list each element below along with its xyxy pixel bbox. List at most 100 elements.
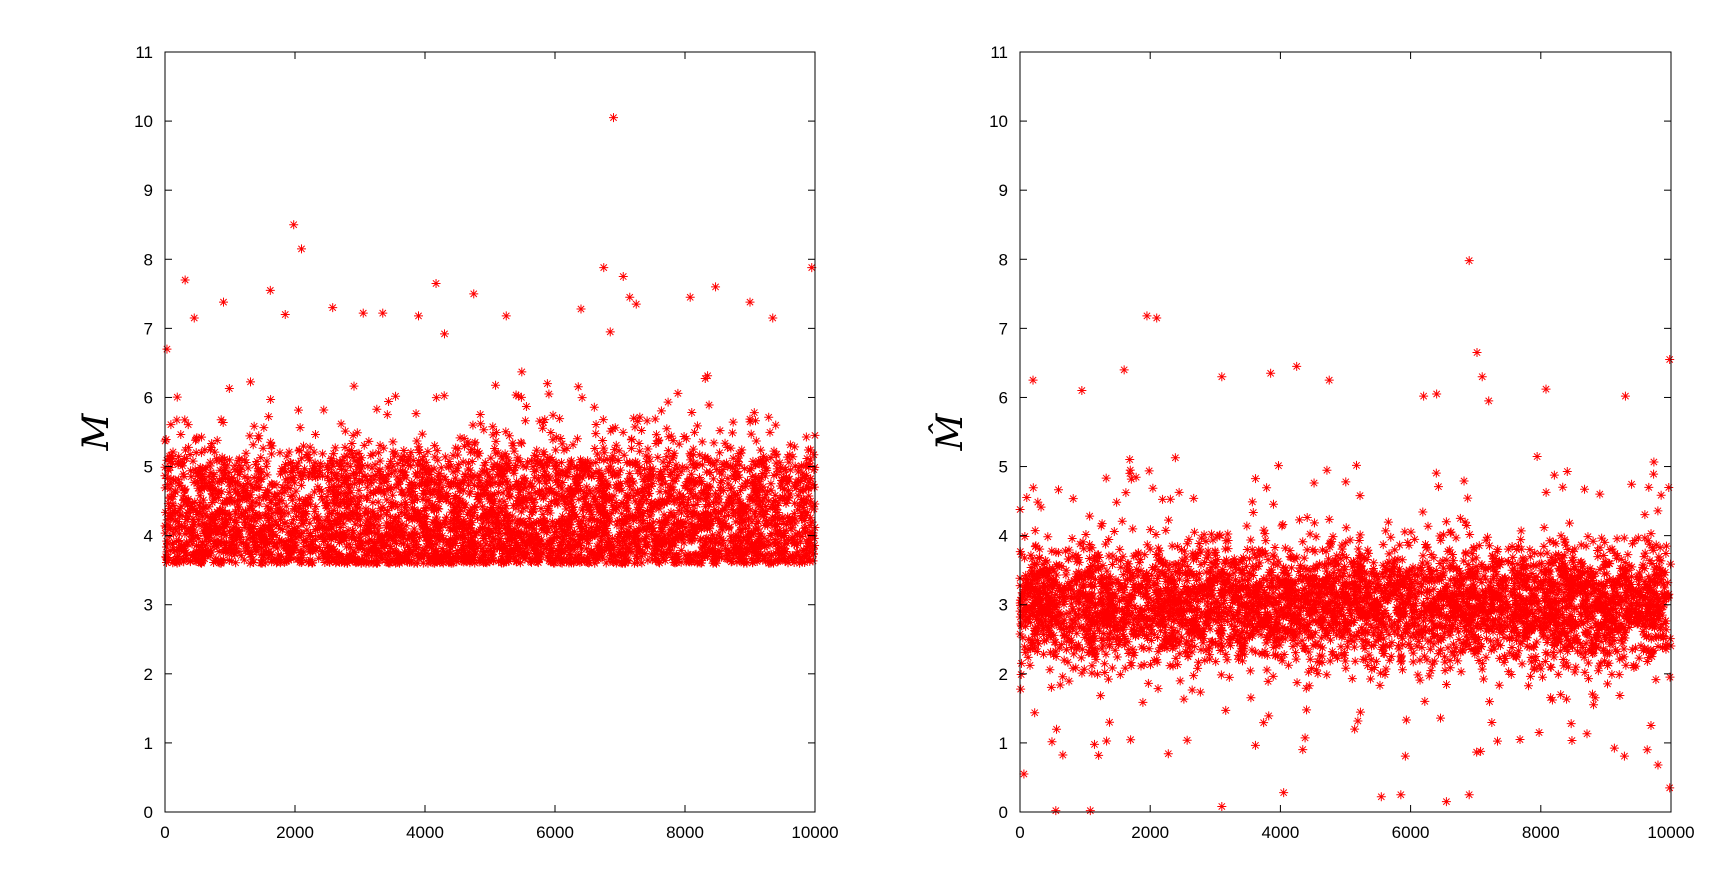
data-point (435, 535, 445, 545)
data-point (185, 526, 195, 536)
data-point (305, 493, 315, 503)
data-point (181, 498, 191, 508)
data-point (550, 498, 560, 508)
data-point (739, 507, 749, 517)
data-point (165, 462, 175, 472)
data-point (349, 527, 359, 537)
data-point (524, 488, 534, 498)
data-point (1167, 541, 1177, 551)
data-point (464, 489, 474, 499)
data-point (796, 476, 806, 486)
data-point (423, 447, 433, 457)
data-point (310, 458, 320, 468)
data-point (633, 466, 643, 476)
data-point (279, 464, 289, 474)
data-point (465, 558, 475, 568)
data-point (599, 448, 609, 458)
data-point (280, 459, 290, 469)
data-point (249, 483, 259, 493)
data-point (605, 327, 615, 337)
data-point (230, 484, 240, 494)
data-point (1112, 652, 1122, 662)
data-point (383, 469, 393, 479)
data-point (493, 509, 503, 519)
data-point (319, 405, 329, 415)
data-point (398, 467, 408, 477)
data-point (408, 487, 418, 497)
data-point (314, 542, 324, 552)
data-point (267, 441, 277, 451)
data-point (772, 538, 782, 548)
data-point (551, 489, 561, 499)
data-point (336, 419, 346, 429)
data-point (712, 456, 722, 466)
data-point (579, 466, 589, 476)
data-point (679, 502, 689, 512)
data-point (517, 517, 527, 527)
data-point (213, 477, 223, 487)
data-point (618, 272, 628, 282)
data-point (573, 382, 583, 392)
data-point (555, 414, 565, 424)
data-point (704, 400, 714, 410)
x-tick-label: 8000 (666, 823, 704, 842)
data-point (248, 554, 258, 564)
data-point (329, 449, 339, 459)
data-point (552, 532, 562, 542)
data-point (232, 495, 242, 505)
data-point (648, 517, 658, 527)
data-point (310, 430, 320, 440)
data-point (743, 545, 753, 555)
data-point (315, 462, 325, 472)
data-point (256, 466, 266, 476)
data-point (597, 536, 607, 546)
data-point (1459, 476, 1469, 486)
data-point (411, 545, 421, 555)
data-point (642, 457, 652, 467)
data-point (674, 500, 684, 510)
data-point (309, 461, 319, 471)
data-point (365, 523, 375, 533)
data-point (676, 498, 686, 508)
data-point (396, 487, 406, 497)
data-point (550, 522, 560, 532)
data-point (313, 472, 323, 482)
data-point (664, 494, 674, 504)
data-point (429, 526, 439, 536)
data-point (601, 512, 611, 522)
data-point (210, 521, 220, 531)
data-point (560, 471, 570, 481)
data-point (300, 464, 310, 474)
data-point (727, 428, 737, 438)
data-point (271, 558, 281, 568)
data-point (781, 547, 791, 557)
data-point (164, 532, 174, 542)
data-point (350, 456, 360, 466)
data-point (472, 491, 482, 501)
data-point (604, 466, 614, 476)
data-point (292, 528, 302, 538)
data-point (379, 443, 389, 453)
data-point (238, 538, 248, 548)
data-point (696, 534, 706, 544)
data-point (267, 535, 277, 545)
data-point (249, 421, 259, 431)
data-point (709, 438, 719, 448)
data-point (212, 454, 222, 464)
data-point (688, 501, 698, 511)
data-point (495, 536, 505, 546)
data-point (614, 502, 624, 512)
data-point (505, 484, 515, 494)
data-point (730, 475, 740, 485)
data-point (559, 548, 569, 558)
data-point (442, 488, 452, 498)
data-point (205, 461, 215, 471)
data-point (240, 455, 250, 465)
data-point (261, 540, 271, 550)
data-point (582, 558, 592, 568)
data-point (303, 499, 313, 509)
data-point (210, 447, 220, 457)
data-point (528, 508, 538, 518)
data-point (695, 450, 705, 460)
